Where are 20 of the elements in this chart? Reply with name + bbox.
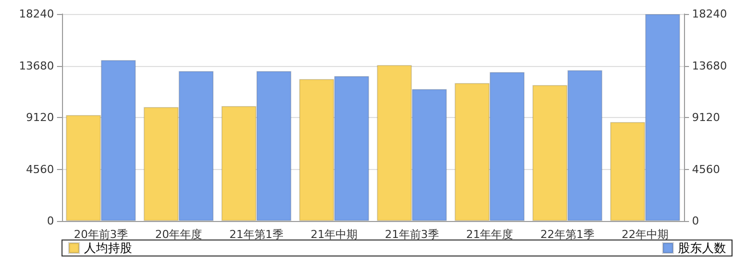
- x-tick-label: 22年中期: [622, 228, 669, 241]
- y-tick-label: 0: [47, 214, 54, 228]
- y2-tick-label: 9120: [692, 111, 720, 124]
- y2-tick-label: 0: [692, 214, 699, 228]
- y-tick-label: 9120: [26, 111, 54, 124]
- x-tick-label: 21年第1季: [229, 228, 284, 241]
- legend-label: 股东人数: [678, 241, 726, 255]
- y-tick-label: 18240: [19, 8, 54, 20]
- x-tick-label: 22年第1季: [540, 228, 594, 241]
- x-tick-label: 21年前3季: [384, 228, 439, 241]
- x-tick-label: 21年中期: [310, 228, 358, 241]
- y2-tick-label: 4560: [692, 162, 720, 176]
- x-tick-label: 20年年度: [155, 228, 202, 241]
- x-tick-label: 20年前3季: [74, 228, 128, 241]
- x-tick-label: 21年年度: [466, 228, 514, 241]
- legend-label: 人均持股: [84, 241, 132, 255]
- y2-tick-label: 13680: [692, 59, 727, 72]
- y2-tick-label: 18240: [692, 8, 727, 20]
- y-tick-label: 13680: [19, 59, 54, 72]
- y-tick-label: 4560: [26, 162, 54, 176]
